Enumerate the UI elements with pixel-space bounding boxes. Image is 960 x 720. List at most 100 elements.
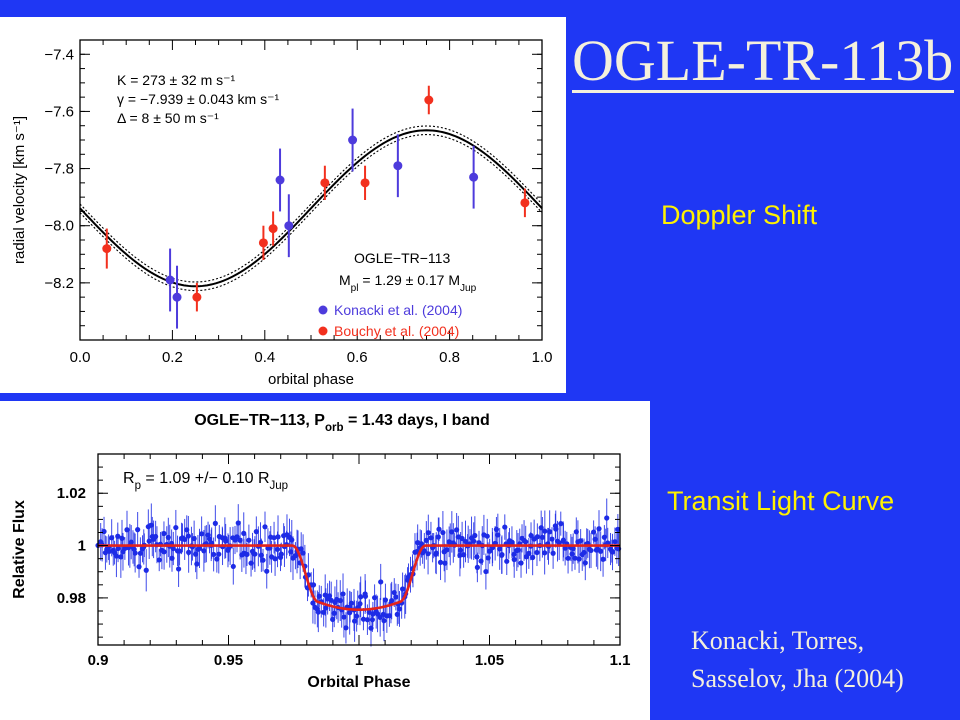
legend-marker bbox=[318, 305, 328, 315]
transit-light-curve-label: Transit Light Curve bbox=[667, 486, 895, 516]
bouchy-data-point bbox=[320, 178, 330, 188]
observation-point bbox=[601, 534, 607, 540]
observation-point bbox=[170, 545, 176, 552]
title-underline bbox=[572, 90, 954, 93]
observation-point bbox=[539, 534, 546, 540]
observation-point bbox=[235, 520, 241, 526]
fit-param-delta: Δ = 8 ± 50 m s⁻¹ bbox=[117, 110, 219, 126]
observation-point bbox=[244, 551, 250, 558]
observation-point bbox=[115, 545, 121, 552]
observation-point bbox=[196, 545, 203, 551]
y-tick-label: −8.2 bbox=[44, 275, 74, 292]
observation-point bbox=[472, 532, 478, 539]
y-tick-label: −7.4 bbox=[44, 46, 74, 63]
bouchy-data-point bbox=[258, 238, 268, 248]
observation-point bbox=[442, 560, 448, 566]
light-curve-plot: OGLE−TR−113, Porb = 1.43 days, I band 0.9… bbox=[11, 412, 630, 691]
x-tick-label: 0.0 bbox=[70, 349, 91, 366]
model-curve bbox=[79, 129, 543, 288]
observation-point bbox=[153, 533, 159, 540]
observation-point bbox=[576, 556, 582, 562]
observation-point bbox=[194, 561, 200, 567]
observation-point bbox=[214, 556, 220, 562]
observation-point bbox=[310, 582, 317, 588]
konacki-data-point bbox=[393, 161, 403, 171]
observation-point bbox=[518, 560, 524, 566]
transit-model-curve bbox=[98, 544, 620, 611]
model-upper-bound bbox=[79, 125, 543, 283]
observation-point bbox=[246, 537, 252, 543]
observation-point bbox=[605, 540, 611, 546]
x-tick-label: 0.2 bbox=[162, 349, 183, 366]
observation-point bbox=[547, 529, 553, 535]
observation-point bbox=[433, 550, 439, 556]
observation-point bbox=[175, 566, 182, 572]
konacki-data-point bbox=[165, 275, 175, 285]
observation-point bbox=[393, 594, 399, 600]
observation-point bbox=[199, 531, 205, 537]
observation-point bbox=[509, 539, 515, 545]
credits: Konacki, Torres, Sasselov, Jha (2004) bbox=[691, 622, 960, 698]
observation-point bbox=[565, 555, 571, 561]
observation-point bbox=[396, 606, 403, 612]
observation-point bbox=[484, 533, 490, 539]
x-axis-label: Orbital Phase bbox=[307, 674, 410, 691]
observation-point bbox=[389, 597, 395, 604]
bouchy-data-point bbox=[424, 95, 434, 105]
observation-point bbox=[272, 556, 278, 562]
observation-point bbox=[358, 594, 364, 600]
observation-point bbox=[216, 551, 222, 557]
konacki-data-point bbox=[469, 172, 479, 182]
observation-point bbox=[572, 555, 578, 561]
observation-point bbox=[161, 549, 167, 555]
observation-point bbox=[278, 551, 284, 557]
observation-point bbox=[474, 564, 480, 570]
observation-point bbox=[421, 548, 427, 554]
planet-radius-annotation: Rp = 1.09 +/− 0.10 RJup bbox=[123, 470, 288, 492]
observation-point bbox=[132, 550, 138, 556]
credit-line-1: Konacki, Torres, bbox=[691, 626, 865, 655]
observation-point bbox=[101, 528, 107, 535]
observation-point bbox=[542, 550, 548, 556]
x-tick-label: 0.8 bbox=[439, 349, 460, 366]
observation-point bbox=[435, 534, 441, 540]
observation-point bbox=[230, 563, 236, 570]
observation-point bbox=[260, 557, 266, 563]
x-tick-label: 0.4 bbox=[254, 349, 275, 366]
observation-point bbox=[523, 539, 529, 545]
observation-point bbox=[581, 549, 587, 556]
credit-line-2: Sasselov, Jha (2004) bbox=[691, 664, 904, 693]
observation-point bbox=[271, 535, 277, 541]
x-tick-label: 0.6 bbox=[347, 349, 368, 366]
observation-point bbox=[425, 530, 431, 536]
observation-point bbox=[436, 526, 442, 532]
bouchy-data-point bbox=[102, 244, 112, 254]
observation-point bbox=[459, 535, 465, 542]
x-tick-label: 1.0 bbox=[532, 349, 553, 366]
observation-point bbox=[241, 530, 247, 536]
observation-point bbox=[526, 550, 532, 556]
bouchy-data-point bbox=[192, 292, 202, 302]
observation-point bbox=[362, 593, 369, 599]
observation-point bbox=[381, 618, 387, 624]
observation-point bbox=[106, 548, 112, 554]
model-lower-bound bbox=[79, 134, 543, 292]
object-label: OGLE−TR−113 bbox=[354, 250, 450, 266]
observation-point bbox=[289, 537, 295, 543]
observation-point bbox=[348, 600, 354, 606]
observation-point bbox=[262, 524, 268, 530]
fit-param-gamma: γ = −7.939 ± 0.043 km s⁻¹ bbox=[117, 91, 279, 107]
observation-point bbox=[596, 526, 602, 532]
observation-point bbox=[556, 540, 562, 546]
bouchy-data-point bbox=[520, 198, 530, 208]
observation-points bbox=[95, 498, 622, 647]
y-tick-label: 1 bbox=[78, 538, 86, 555]
y-tick-label: 1.02 bbox=[57, 485, 86, 502]
observation-point bbox=[483, 568, 489, 575]
observation-point bbox=[378, 579, 384, 585]
observation-point bbox=[425, 551, 431, 557]
observation-point bbox=[354, 613, 360, 619]
observation-point bbox=[340, 591, 346, 597]
observation-point bbox=[440, 529, 446, 536]
observation-point bbox=[316, 593, 322, 599]
